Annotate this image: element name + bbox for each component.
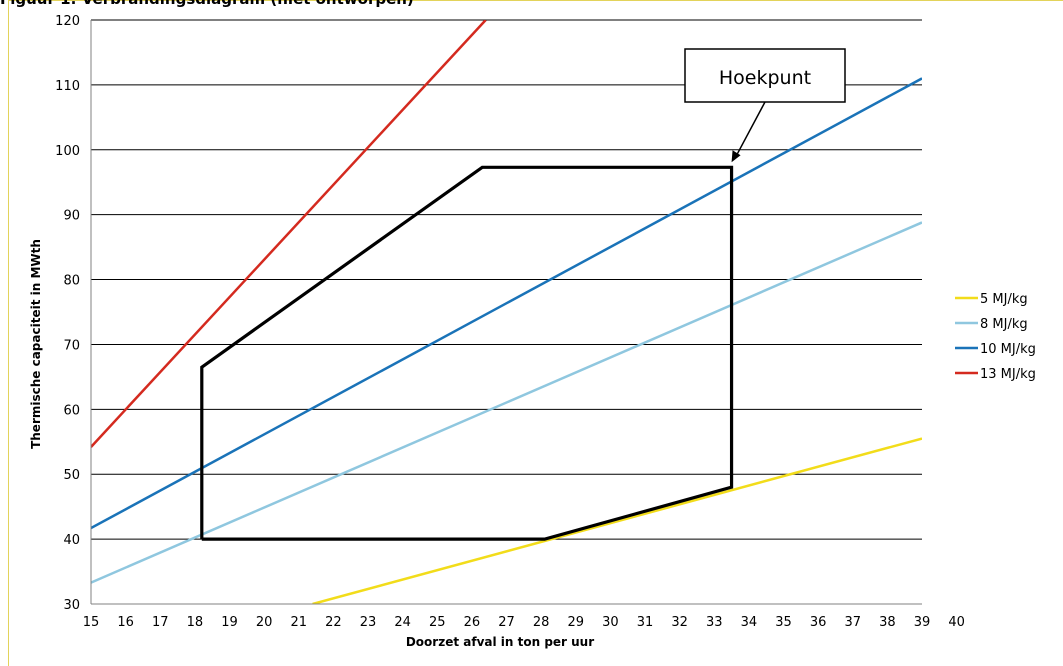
y-tick-100: 100 (55, 144, 80, 159)
x-tick-16: 16 (117, 615, 134, 630)
x-tick-23: 23 (360, 615, 377, 630)
x-tick-20: 20 (256, 615, 273, 630)
series-lines (91, 20, 922, 604)
series-line-3 (91, 77, 922, 530)
x-tick-33: 33 (706, 615, 723, 630)
x-tick-15: 15 (83, 615, 100, 630)
x-tick-38: 38 (879, 615, 896, 630)
x-tick-21: 21 (290, 615, 307, 630)
legend-label-1: 5 MJ/kg (980, 292, 1028, 307)
axes (90, 20, 922, 605)
callout-arrow-head (731, 150, 741, 163)
series-line-1 (312, 437, 922, 604)
x-tick-26: 26 (464, 615, 481, 630)
envelope-line (200, 165, 734, 541)
frame-left-border (8, 0, 9, 666)
y-tick-70: 70 (63, 338, 80, 353)
callout-arrow-line (735, 101, 766, 156)
figure-title: Figuur 1: Verbrandingsdiagram (niet ontw… (0, 0, 414, 8)
callout-box (684, 48, 846, 103)
y-tick-40: 40 (63, 533, 80, 548)
x-axis-title: Doorzet afval in ton per uur (406, 635, 594, 649)
y-tick-80: 80 (63, 274, 80, 289)
annotation-callout: Hoekpunt (684, 48, 846, 163)
x-tick-36: 36 (810, 615, 827, 630)
x-tick-34: 34 (741, 615, 758, 630)
x-tick-25: 25 (429, 615, 446, 630)
y-tick-60: 60 (63, 403, 80, 418)
x-tick-17: 17 (152, 615, 169, 630)
x-tick-35: 35 (775, 615, 792, 630)
legend-label-4: 13 MJ/kg (980, 367, 1036, 382)
y-tick-120: 120 (55, 14, 80, 29)
x-tick-27: 27 (498, 615, 515, 630)
x-tick-40: 40 (948, 615, 965, 630)
y-axis-title: Thermische capaciteit in MWth (29, 239, 43, 449)
series-line-4 (91, 20, 487, 448)
x-tick-labels: 15 16 17 18 19 20 21 22 23 24 25 26 27 28 29 30 31 32 33 34… (83, 615, 965, 630)
x-tick-19: 19 (221, 615, 238, 630)
x-tick-22: 22 (325, 615, 342, 630)
y-tick-30: 30 (63, 598, 80, 613)
legend-label-3: 10 MJ/kg (980, 342, 1036, 357)
y-tick-90: 90 (63, 209, 80, 224)
x-tick-31: 31 (637, 615, 654, 630)
legend: 5 MJ/kg 8 MJ/kg 10 MJ/kg 13 MJ/kg (955, 292, 1036, 382)
x-tick-37: 37 (844, 615, 861, 630)
callout-label: Hoekpunt (719, 67, 811, 89)
x-tick-30: 30 (602, 615, 619, 630)
legend-label-2: 8 MJ/kg (980, 317, 1028, 332)
x-tick-32: 32 (671, 615, 688, 630)
x-tick-18: 18 (187, 615, 204, 630)
series-line-2 (91, 221, 922, 584)
envelope-layer (200, 165, 734, 541)
x-tick-24: 24 (394, 615, 411, 630)
x-tick-39: 39 (914, 615, 931, 630)
x-tick-29: 29 (567, 615, 584, 630)
frame-top-border (8, 0, 1063, 1)
y-tick-110: 110 (55, 79, 80, 94)
y-tick-labels: 30 40 50 60 70 80 90 100 110 120 (55, 14, 80, 613)
x-tick-28: 28 (533, 615, 550, 630)
y-tick-50: 50 (63, 468, 80, 483)
